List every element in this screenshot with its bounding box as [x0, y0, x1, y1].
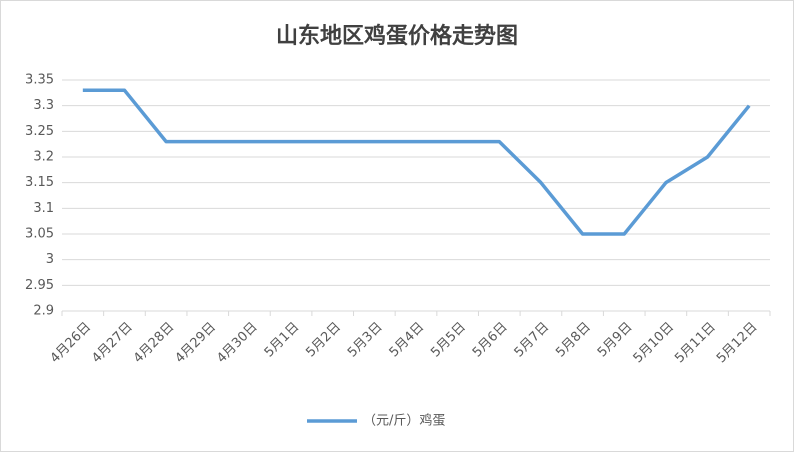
- y-tick-label: 3.3: [33, 98, 54, 113]
- y-tick-label: 3.1: [33, 201, 54, 216]
- y-tick-label: 2.9: [33, 304, 54, 319]
- y-tick-label: 2.95: [25, 278, 54, 293]
- y-tick-label: 3.15: [25, 175, 54, 190]
- y-tick-label: 3.25: [25, 124, 54, 139]
- y-tick-label: 3.2: [33, 150, 54, 165]
- chart-title: 山东地区鸡蛋价格走势图: [276, 23, 518, 49]
- y-tick-label: 3.05: [25, 227, 54, 242]
- y-tick-label: 3.35: [25, 73, 54, 88]
- legend-label: （元/斤）鸡蛋: [363, 413, 445, 429]
- series-line: [82, 88, 751, 236]
- y-tick-label: 3: [46, 252, 54, 267]
